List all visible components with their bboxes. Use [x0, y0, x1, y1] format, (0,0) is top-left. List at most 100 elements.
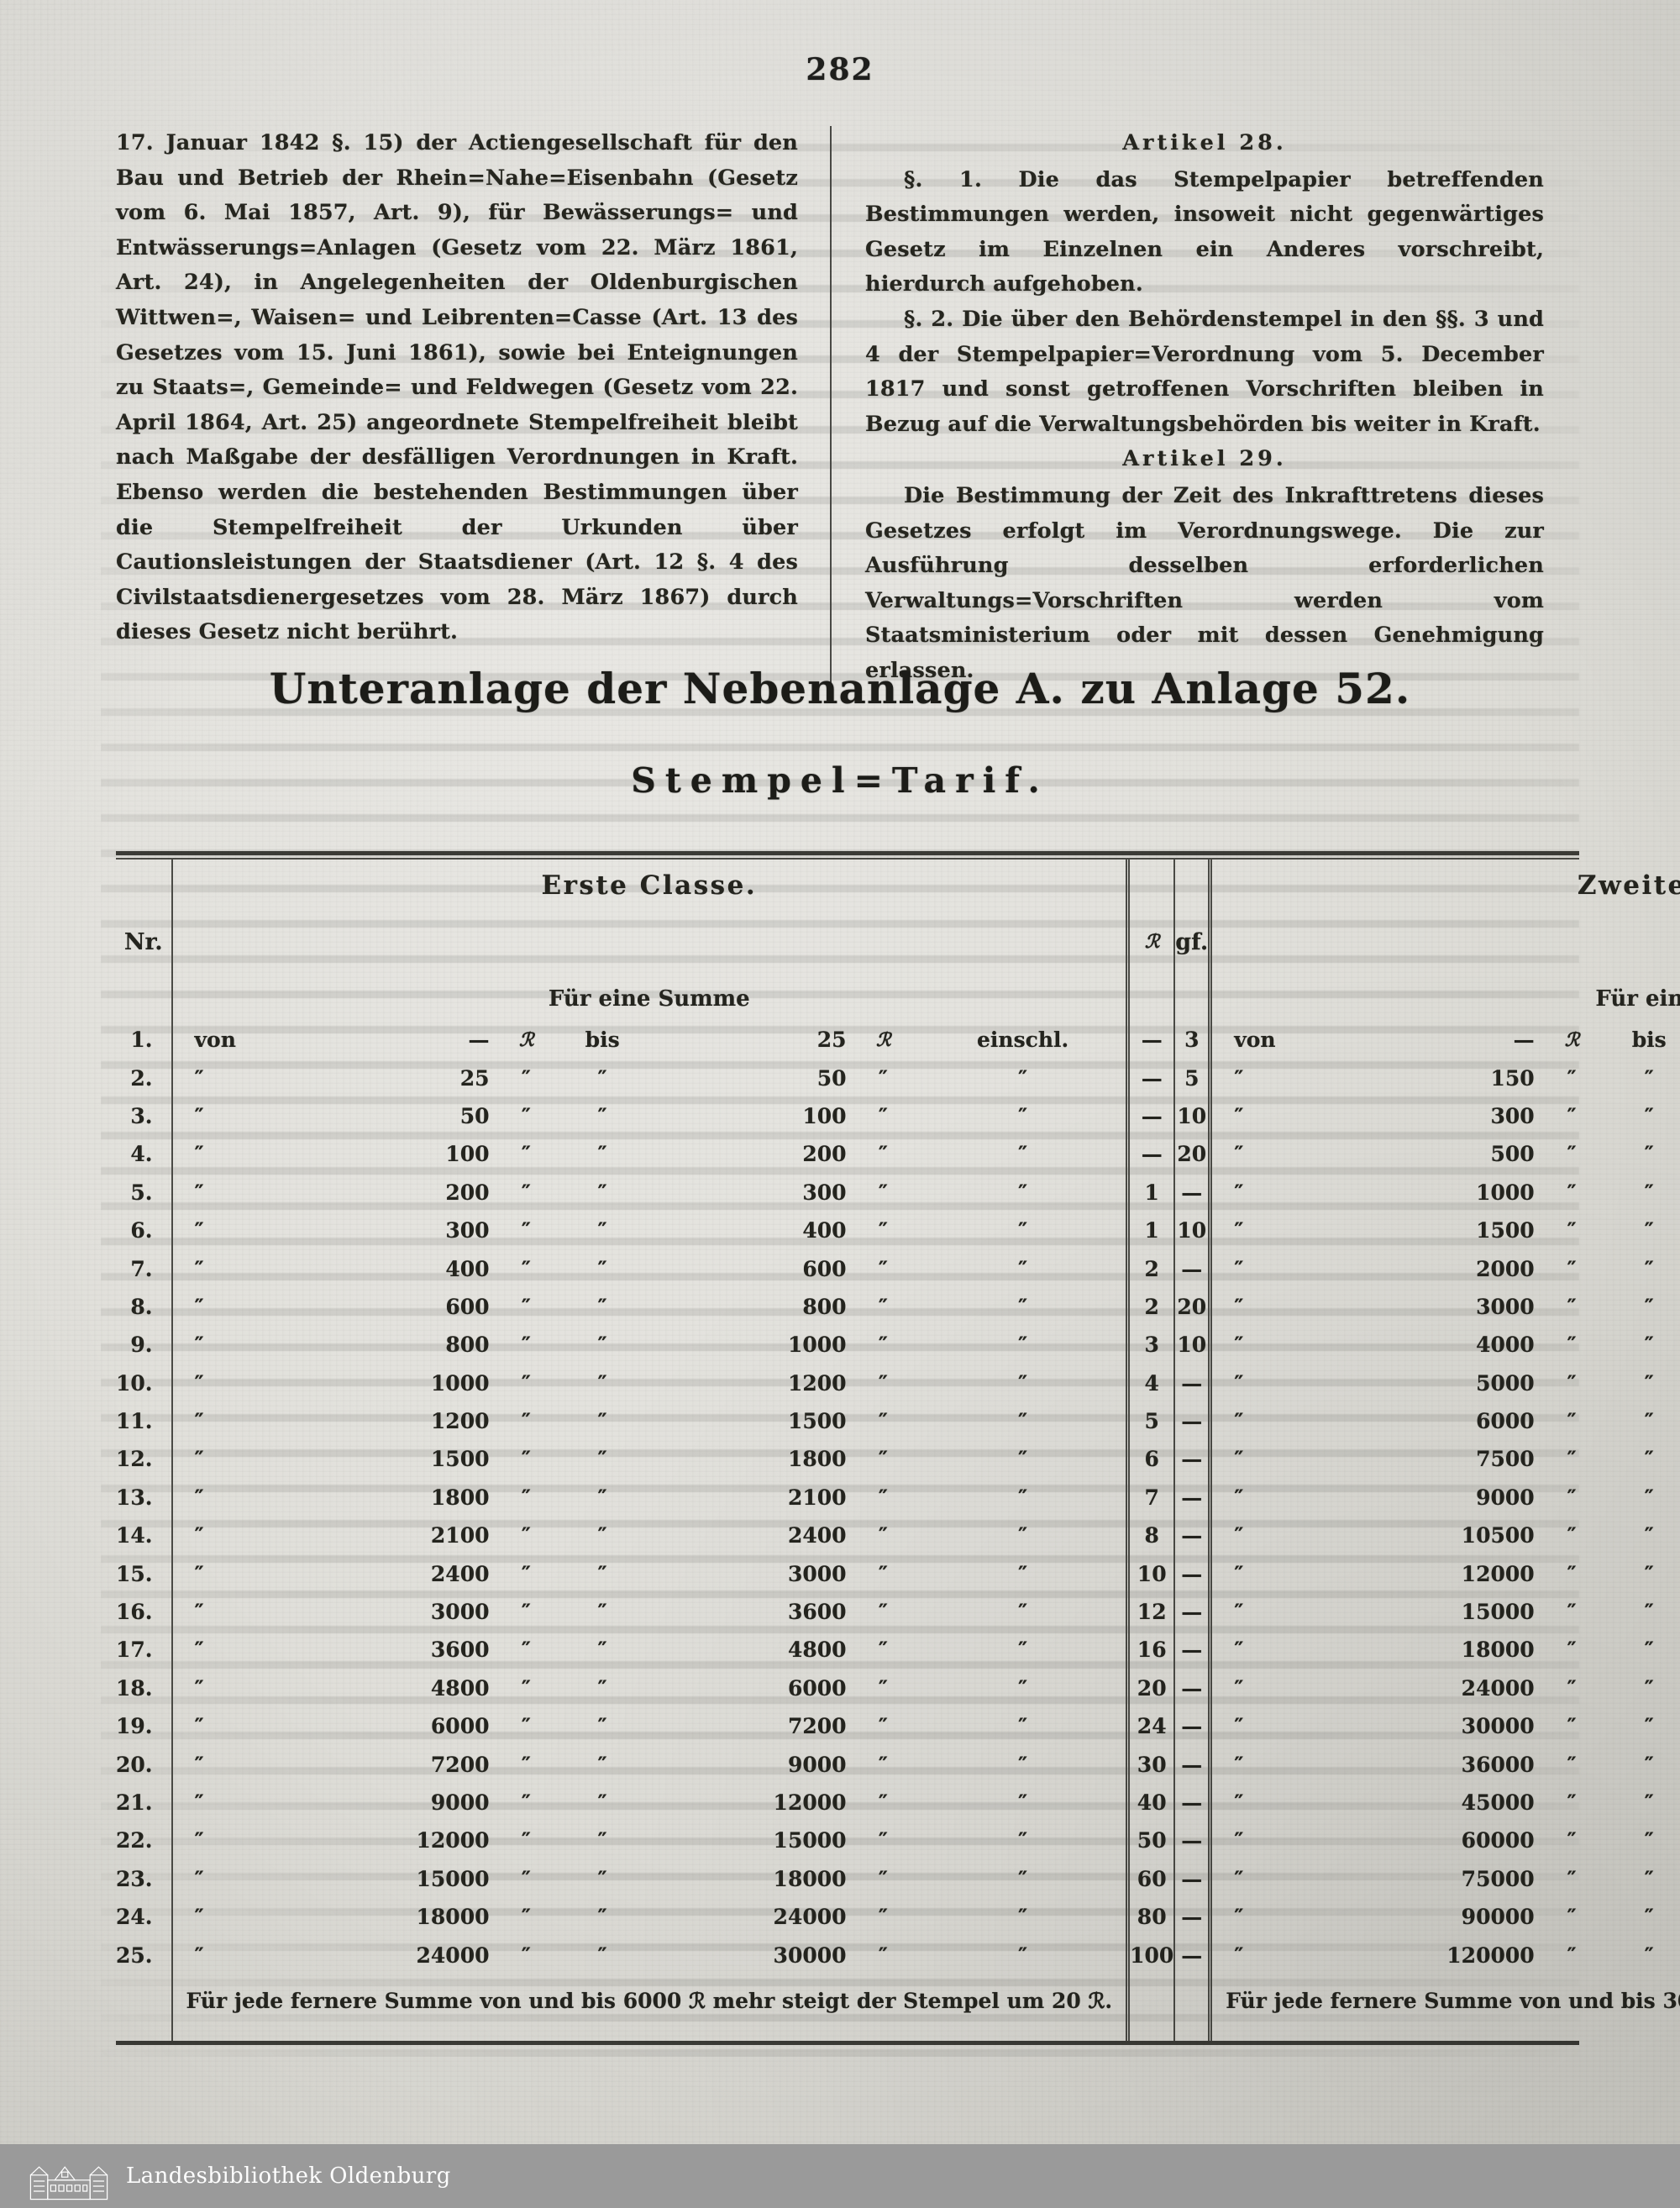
c1-to-unit: ″: [878, 1333, 888, 1358]
c1-from-value: 300: [445, 1218, 490, 1243]
c1-to-unit: ″: [878, 1294, 888, 1319]
c2-bis: ″: [1644, 1866, 1654, 1891]
c2-bis: ″: [1644, 1294, 1654, 1319]
c2-bis: ″: [1644, 1218, 1654, 1243]
c2-from-unit: ″: [1567, 1866, 1577, 1891]
c2-from-value: 36000: [1461, 1752, 1535, 1777]
c1-bis: ″: [597, 1218, 607, 1243]
table-row: 12.″1500″″1800″″6—″7500″″9000″″6—: [116, 1440, 1680, 1479]
c2-von: ″: [1208, 1822, 1352, 1860]
table-row: 7.″400″″600″″2—″2000″″3000″″2—: [116, 1249, 1680, 1288]
c1-from-value: 15000: [416, 1866, 490, 1891]
c1-thaler: 16: [1126, 1631, 1175, 1669]
c1-einschl: ″: [1018, 1485, 1028, 1510]
c1-thaler: 7: [1126, 1478, 1175, 1517]
c1-von: ″: [171, 1096, 310, 1136]
c1-to-unit: ″: [878, 1752, 888, 1777]
summe-caption-left: Für eine Summe: [171, 970, 1128, 1021]
c2-von: ″: [1208, 1211, 1352, 1250]
c1-thaler: 2: [1126, 1287, 1175, 1327]
c1-bis: ″: [597, 1943, 607, 1968]
c2-bis: ″: [1644, 1828, 1654, 1853]
table-row: 20.″7200″″9000″″30—″36000″″45000″″30—: [116, 1745, 1680, 1784]
row-number: 9.: [130, 1333, 153, 1358]
c2-from-unit: ″: [1567, 1142, 1577, 1167]
c2-from-value: 30000: [1461, 1714, 1535, 1739]
c1-einschl: ″: [1018, 1180, 1028, 1205]
c1-bis: ″: [597, 1905, 607, 1930]
c1-von: ″: [171, 1592, 310, 1632]
c1-einschl: einschl.: [976, 1028, 1069, 1053]
c1-einschl: ″: [1018, 1294, 1028, 1319]
c1-from-value: 1800: [430, 1485, 490, 1510]
erste-classe-groschen-spacer: [1173, 860, 1210, 918]
c1-groschen: 10: [1173, 1211, 1210, 1250]
c2-bis: ″: [1644, 1256, 1654, 1281]
c1-to-value: 1200: [787, 1370, 847, 1396]
page-number: 282: [806, 52, 874, 87]
c1-bis: ″: [597, 1638, 607, 1663]
c1-to-unit: ″: [878, 1103, 888, 1128]
table-row: 18.″4800″″6000″″20—″24000″″30000″″20—: [116, 1669, 1680, 1708]
tariff-table: Erste Classe. Zweite Classe. Nr. ℛ gf. ℛ…: [116, 860, 1680, 2041]
c2-bis: ″: [1644, 1790, 1654, 1815]
c1-einschl: ″: [1018, 1447, 1028, 1472]
c1-to-value: 25: [816, 1028, 847, 1053]
row-number: 10.: [116, 1370, 153, 1396]
c1-groschen: —: [1173, 1478, 1210, 1517]
c1-von: von: [171, 1021, 310, 1059]
c1-to-value: 12000: [773, 1790, 847, 1815]
c1-einschl: ″: [1018, 1065, 1028, 1091]
c1-von: ″: [171, 1707, 310, 1746]
c2-bis: ″: [1644, 1523, 1654, 1548]
c2-from-unit: ″: [1567, 1103, 1577, 1128]
c1-einschl: ″: [1018, 1675, 1028, 1701]
c1-thaler: —: [1126, 1059, 1175, 1097]
table-row: 14.″2100″″2400″″8—″10500″″12000″″8—: [116, 1517, 1680, 1555]
c1-thaler: 24: [1126, 1707, 1175, 1746]
c1-groschen: —: [1173, 1249, 1210, 1288]
c1-from-value: 1000: [430, 1370, 490, 1396]
c1-to-unit: ″: [878, 1523, 888, 1548]
c2-from-value: 120000: [1446, 1943, 1535, 1968]
c1-to-unit: ″: [878, 1180, 888, 1205]
c2-bis: ″: [1644, 1485, 1654, 1510]
c1-groschen: —: [1173, 1936, 1210, 1974]
c1-groschen: —: [1173, 1859, 1210, 1898]
c1-to-value: 400: [802, 1218, 847, 1243]
c2-from-unit: ″: [1567, 1065, 1577, 1091]
c1-from-value: 400: [445, 1256, 490, 1281]
library-name: Landesbibliothek Oldenburg: [126, 2163, 451, 2189]
c2-bis: ″: [1644, 1714, 1654, 1739]
table-top-rule: [116, 851, 1579, 855]
c1-to-unit: ″: [878, 1675, 888, 1701]
table-row: 6.″300″″400″″110″1500″″2000″″110: [116, 1211, 1680, 1250]
table-row: 17.″3600″″4800″″16—″18000″″24000″″16—: [116, 1631, 1680, 1669]
c2-from-unit: ″: [1567, 1180, 1577, 1205]
c1-von: ″: [171, 1326, 310, 1364]
c1-thaler: 5: [1126, 1401, 1175, 1441]
c2-from-value: 3000: [1476, 1294, 1535, 1319]
c2-from-unit: ″: [1567, 1370, 1577, 1396]
c1-einschl: ″: [1018, 1142, 1028, 1167]
artikel-28-heading: Artikel 28.: [1122, 130, 1287, 155]
c2-von: ″: [1208, 1287, 1352, 1327]
c1-from-unit: ″: [521, 1447, 531, 1472]
c1-from-value: 7200: [430, 1752, 490, 1777]
footer-note-left: Für jede fernere Summe von und bis 6000 …: [171, 1974, 1128, 2041]
nr-column-header: Nr.: [123, 928, 163, 955]
c1-thaler: 8: [1126, 1517, 1175, 1555]
c2-von: ″: [1208, 1059, 1352, 1097]
c1-to-unit: ″: [878, 1065, 888, 1091]
row-number: 18.: [116, 1675, 153, 1701]
c1-from-unit: ″: [521, 1523, 531, 1548]
c1-to-unit: ″: [878, 1600, 888, 1625]
c1-bis: ″: [597, 1828, 607, 1853]
c1-from-unit: ″: [521, 1294, 531, 1319]
c1-to-unit: ″: [878, 1943, 888, 1968]
row-number: 4.: [130, 1142, 153, 1167]
c2-von: ″: [1208, 1707, 1352, 1746]
c1-from-value: 600: [445, 1294, 490, 1319]
c1-to-value: 18000: [773, 1866, 847, 1891]
